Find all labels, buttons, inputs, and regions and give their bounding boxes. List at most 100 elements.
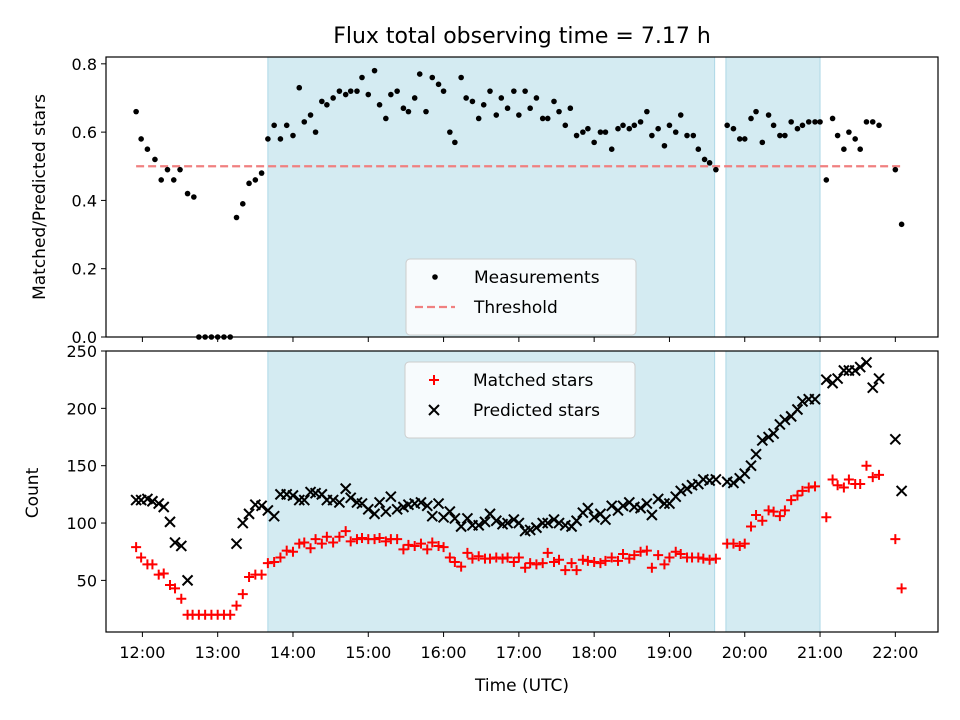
data-point (796, 395, 809, 408)
data-point (433, 540, 444, 551)
data-point (649, 132, 655, 139)
data-point (644, 108, 650, 115)
data-point (713, 166, 719, 173)
data-point (388, 91, 394, 98)
data-point (889, 433, 902, 446)
data-point (672, 129, 679, 135)
data-point (763, 505, 774, 516)
data-point (805, 119, 812, 125)
data-point (675, 549, 686, 560)
data-point (508, 557, 519, 568)
y-tick-label: 150 (66, 457, 97, 476)
data-point (405, 108, 412, 115)
data-point (513, 552, 524, 563)
data-point (658, 497, 671, 510)
data-point (373, 496, 386, 509)
data-point (896, 583, 907, 594)
data-point (467, 553, 478, 564)
data-point (873, 372, 885, 385)
data-point (823, 177, 830, 183)
data-point (432, 497, 445, 510)
data-point (164, 166, 171, 173)
data-point (298, 494, 310, 506)
data-point (237, 517, 249, 529)
data-point (626, 125, 633, 132)
data-point (184, 190, 191, 197)
data-point (452, 139, 458, 146)
data-point (634, 502, 647, 514)
data-point (422, 544, 433, 555)
data-point (411, 95, 418, 101)
data-point (577, 554, 588, 565)
data-point (542, 517, 554, 529)
data-point (544, 115, 551, 122)
data-point (867, 381, 879, 394)
data-point (849, 364, 861, 377)
data-point (606, 500, 618, 512)
legend-box (405, 258, 637, 336)
data-point (169, 536, 181, 549)
data-point (841, 146, 847, 152)
data-point (537, 558, 548, 569)
data-point (513, 517, 525, 529)
axes-frame (105, 56, 939, 338)
data-point (857, 146, 863, 152)
x-tick-label: 13:00 (195, 643, 241, 662)
data-point (693, 552, 704, 563)
data-point (677, 112, 684, 118)
data-point (779, 414, 791, 426)
data-point (275, 552, 286, 563)
data-point (829, 115, 836, 122)
legend-label: Predicted stars (473, 401, 600, 421)
data-point (637, 119, 644, 125)
data-point (791, 403, 804, 416)
data-point (560, 565, 571, 576)
data-point (191, 194, 197, 200)
data-point (281, 545, 292, 556)
data-point (803, 482, 814, 493)
data-point (741, 136, 748, 142)
data-point (243, 508, 255, 520)
data-point (666, 122, 673, 129)
top-panel-flux-ratio: 0.0 0.2 0.4 0.6 0.8 Measurements Threshold (72, 55, 939, 347)
data-point (152, 497, 165, 510)
data-point (788, 119, 794, 125)
data-point (321, 531, 332, 542)
data-point (334, 531, 345, 542)
data-point (508, 513, 520, 526)
data-point (527, 105, 533, 112)
data-point (400, 105, 407, 112)
data-point (756, 434, 769, 447)
data-point (524, 524, 536, 536)
data-point (659, 559, 670, 570)
data-point (646, 562, 657, 573)
data-point (365, 91, 372, 98)
data-point (846, 129, 852, 135)
data-point (130, 494, 142, 506)
chart-title: Flux total observing time = 7.17 h (333, 24, 711, 49)
data-point (548, 513, 560, 526)
data-point (554, 554, 565, 565)
data-point (421, 500, 433, 512)
legend-marker (432, 274, 438, 280)
data-point (585, 125, 591, 132)
data-point (730, 125, 737, 132)
data-point (746, 521, 757, 532)
data-point (225, 609, 236, 620)
data-point (834, 132, 841, 139)
data-point (765, 112, 772, 118)
data-point (551, 98, 557, 105)
data-point (615, 125, 621, 132)
x-tick-label: 21:00 (797, 643, 843, 662)
data-point (597, 129, 604, 135)
data-point (262, 558, 273, 569)
data-point (768, 506, 779, 517)
data-point (293, 494, 305, 506)
data-point (774, 511, 785, 522)
data-point (852, 136, 858, 142)
data-point (531, 559, 542, 570)
data-point (727, 477, 740, 489)
data-point (812, 119, 818, 125)
data-point (876, 122, 882, 129)
